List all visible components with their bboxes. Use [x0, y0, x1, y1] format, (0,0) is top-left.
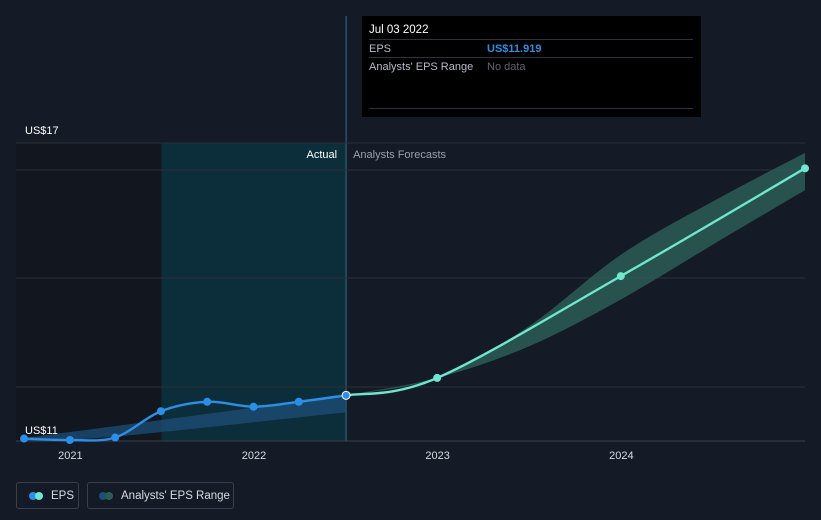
point-actual-5: [249, 402, 258, 411]
point-actual-7: [341, 390, 351, 400]
point-forecast-3: [801, 164, 809, 173]
tooltip-range-key: Analysts' EPS Range: [369, 61, 474, 73]
point-actual-3: [156, 407, 165, 416]
tooltip: Jul 03 2022 EPS US$11.919 Analysts' EPS …: [362, 16, 701, 117]
x-tick-2024: 2024: [609, 450, 633, 462]
point-actual-4: [203, 397, 212, 406]
tooltip-date: Jul 03 2022: [369, 24, 429, 36]
tooltip-range-value: No data: [487, 61, 526, 73]
point-actual-0: [20, 434, 29, 443]
x-tick-2023: 2023: [425, 450, 449, 462]
past-region: [16, 143, 162, 441]
eps-legend-icon: [29, 491, 43, 500]
tooltip-row-eps: EPS US$11.919: [369, 39, 693, 57]
x-tick-2022: 2022: [242, 450, 266, 462]
range-legend-icon: [99, 491, 113, 500]
point-forecast-1: [433, 373, 442, 382]
line-forecast: [345, 167, 806, 397]
region-label-actual: Actual: [307, 149, 338, 161]
point-forecast-2: [616, 272, 625, 281]
point-actual-6: [294, 397, 303, 406]
tooltip-divider: [369, 108, 693, 109]
tooltip-eps-key: EPS: [369, 43, 392, 55]
tooltip-row-range: Analysts' EPS Range No data: [369, 57, 693, 75]
y-bottom-label: US$11: [25, 425, 58, 437]
legend-eps[interactable]: EPS: [16, 482, 79, 509]
point-actual-1: [65, 436, 74, 445]
region-label-forecast: Analysts Forecasts: [353, 149, 446, 161]
y-top-label: US$17: [25, 125, 59, 137]
x-tick-2021: 2021: [58, 450, 82, 462]
legend-eps-label: EPS: [51, 489, 75, 502]
point-actual-2: [111, 433, 120, 442]
legend-range-label: Analysts' EPS Range: [121, 489, 230, 502]
band-forecast: [346, 152, 805, 396]
tooltip-eps-value: US$11.919: [487, 43, 542, 55]
actual-region: [161, 143, 347, 441]
legend-eps-range[interactable]: Analysts' EPS Range: [87, 482, 234, 509]
